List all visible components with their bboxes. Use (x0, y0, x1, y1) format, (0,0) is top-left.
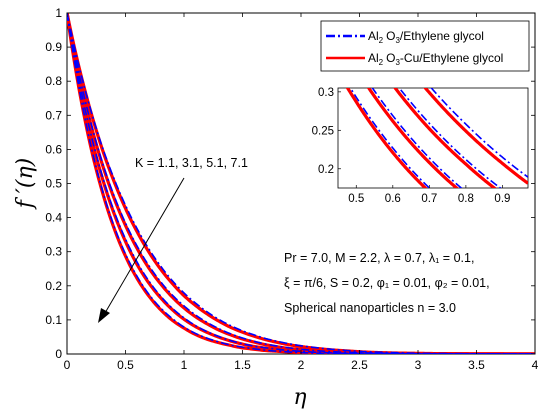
k-annotation: K = 1.1, 3.1, 5.1, 7.1 (135, 156, 248, 170)
x-tick-label: 1 (181, 358, 188, 372)
inset-y-tick-label: 0.3 (318, 87, 334, 99)
x-tick-label: 3.5 (468, 358, 485, 372)
series-line-b-3 (345, 88, 428, 188)
y-tick-label: 0 (55, 347, 62, 361)
series-line-a-3 (349, 88, 431, 188)
inset-x-tick-label: 0.8 (458, 193, 474, 205)
x-axis-label: η (293, 385, 306, 410)
inset-x-tick-label: 0.9 (494, 193, 510, 205)
inset-curves (345, 88, 528, 188)
x-tick-label: 3 (415, 358, 422, 372)
inset-x-tick-label: 0.5 (348, 193, 364, 205)
series-line-b-2 (366, 88, 460, 188)
x-tick-label: 2.5 (351, 358, 368, 372)
inset-x-tick-label: 0.7 (421, 193, 437, 205)
inset-plot-area (337, 87, 529, 189)
legend: Al2 O3/Ethylene glycol Al2 O3-Cu/Ethylene … (320, 20, 530, 72)
inset-ticks: 0.5 0.6 0.7 0.8 0.9 0.2 0.25 0.3 (312, 87, 511, 205)
series-line-b-0 (423, 88, 528, 185)
y-tick-label: 0.1 (45, 313, 62, 327)
y-tick-label: 0.9 (45, 40, 62, 54)
param-line-2: ξ = π/6, S = 0.2, φ₁ = 0.01, φ₂ = 0.01, (284, 276, 490, 290)
x-tick-label: 0.5 (117, 358, 134, 372)
legend-label-a: Al2 O3/Ethylene glycol (368, 29, 484, 45)
y-tick-label: 1 (55, 6, 62, 20)
param-line-1: Pr = 7.0, M = 2.2, λ = 0.7, λ₁ = 0.1, (284, 251, 474, 265)
x-tick-label: 1.5 (234, 358, 251, 372)
y-tick-label: 0.8 (45, 74, 62, 88)
x-tick-label: 2 (298, 358, 305, 372)
legend-label-b: Al2 O3-Cu/Ethylene glycol (368, 51, 503, 67)
series-line-b-1 (393, 88, 497, 188)
y-axis-label: f ′(η) (13, 158, 38, 210)
param-line-3: Spherical nanoparticles n = 3.0 (284, 301, 456, 315)
k-arrow-head (98, 308, 110, 323)
inset-y-tick-label: 0.25 (312, 125, 334, 137)
legend-box (320, 20, 530, 72)
y-tick-label: 0.3 (45, 245, 62, 259)
x-tick-label: 4 (532, 358, 539, 372)
y-tick-label: 0.6 (45, 142, 62, 156)
y-tick-label: 0.5 (45, 177, 62, 191)
x-tick-label: 0 (64, 358, 71, 372)
inset: 0.5 0.6 0.7 0.8 0.9 0.2 0.25 0.3 (312, 87, 529, 205)
inset-y-tick-label: 0.2 (318, 164, 334, 176)
series-line-a-0 (430, 88, 528, 178)
series-line-a-1 (398, 88, 502, 188)
k-arrow-line (104, 177, 185, 314)
main-ticks: 0 0.5 1 1.5 2 2.5 3 3.5 400.10.20.30.40.50.60.70… (45, 6, 538, 372)
y-tick-label: 0.7 (45, 108, 62, 122)
series-line-a-2 (371, 88, 463, 188)
inset-x-tick-label: 0.6 (385, 193, 401, 205)
y-tick-label: 0.2 (45, 279, 62, 293)
y-tick-label: 0.4 (45, 211, 62, 225)
